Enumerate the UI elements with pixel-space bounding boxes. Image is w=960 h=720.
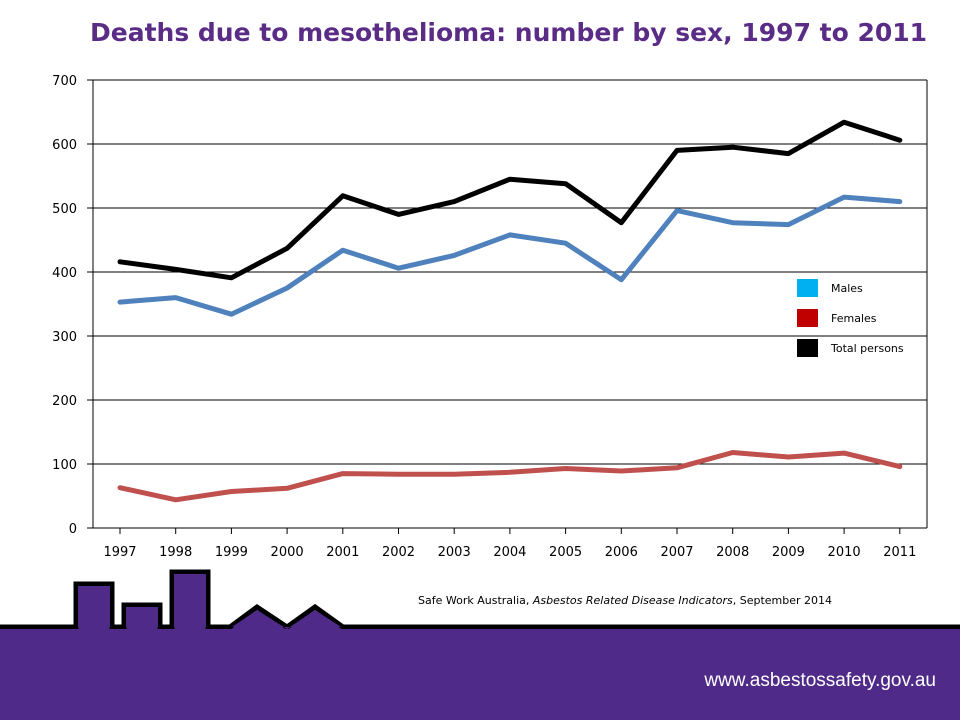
data-point-females [787,456,789,458]
y-tick-label: 500 [52,202,77,217]
data-point-males [509,234,511,236]
data-point-females [676,467,678,469]
data-point-males [787,224,789,226]
x-tick-label: 2007 [660,545,693,560]
source-citation: Safe Work Australia, Asbestos Related Di… [418,594,832,607]
data-point-females [175,499,177,501]
data-point-total [230,277,232,279]
legend-swatch-total [797,339,818,357]
x-tick-label: 2004 [493,545,526,560]
data-point-males [175,297,177,299]
data-point-females [119,487,121,489]
data-point-males [732,222,734,224]
data-point-total [509,178,511,180]
data-point-males [843,196,845,198]
data-point-total [787,153,789,155]
data-point-total [342,195,344,197]
x-tick-label: 2009 [772,545,805,560]
x-tick-label: 2011 [883,545,916,560]
data-point-females [286,487,288,489]
legend-label-males: Males [831,282,863,295]
data-point-males [230,313,232,315]
data-point-males [286,287,288,289]
data-point-females [509,471,511,473]
legend-swatch-females [797,309,818,327]
data-point-total [565,183,567,185]
source-suffix: , September 2014 [732,594,833,607]
data-point-females [398,473,399,475]
legend-swatch-males [797,279,818,297]
data-point-males [565,242,567,244]
legend-label-females: Females [831,312,877,325]
data-point-total [453,201,455,203]
data-point-total [899,139,901,141]
x-tick-label: 1997 [103,545,136,560]
x-tick-label: 2003 [438,545,471,560]
data-point-total [286,247,288,249]
data-point-females [732,451,734,453]
skyline-fill [0,629,960,630]
data-point-females [899,466,901,468]
footer-url-link[interactable]: www.asbestossafety.gov.au [704,670,936,691]
data-point-males [899,201,901,203]
series-line-females [117,450,903,503]
y-tick-label: 700 [52,74,77,89]
data-point-females [565,467,567,469]
series-line-males [117,194,903,317]
data-point-total [398,213,399,215]
city-skyline-graphic [0,569,960,630]
data-point-females [342,473,344,475]
data-point-total [620,222,622,224]
data-point-females [843,452,845,454]
y-tick-label: 300 [52,330,77,345]
x-tick-label: 2001 [326,545,359,560]
data-point-males [119,301,121,303]
footer-band [0,627,960,720]
y-tick-label: 400 [52,266,77,281]
data-point-males [453,254,455,256]
data-point-females [620,470,622,472]
series-line-total [117,119,903,281]
x-tick-label: 2005 [549,545,582,560]
x-tick-label: 1999 [215,545,248,560]
data-point-males [676,210,678,212]
legend-label-total: Total persons [830,342,904,355]
data-point-total [843,121,845,123]
data-point-females [230,491,232,493]
y-tick-label: 0 [69,522,77,537]
skyline-building-fill [0,574,341,629]
data-point-total [732,146,734,148]
data-point-males [342,249,344,251]
data-point-total [119,261,121,263]
x-tick-label: 1998 [159,545,192,560]
x-tick-label: 2006 [605,545,638,560]
data-point-total [175,268,177,270]
source-prefix: Safe Work Australia, [418,594,533,607]
y-tick-label: 600 [52,138,77,153]
y-tick-label: 100 [52,458,77,473]
source-title: Asbestos Related Disease Indicators [532,594,733,607]
x-tick-label: 2010 [828,545,861,560]
chart-title: Deaths due to mesothelioma: number by se… [90,18,928,47]
y-tick-label: 200 [52,394,77,409]
data-point-males [398,267,399,269]
data-point-males [620,279,622,281]
x-tick-label: 2008 [716,545,749,560]
x-tick-label: 2000 [271,545,304,560]
data-point-total [676,149,678,151]
data-point-females [453,473,455,475]
x-tick-label: 2002 [382,545,415,560]
